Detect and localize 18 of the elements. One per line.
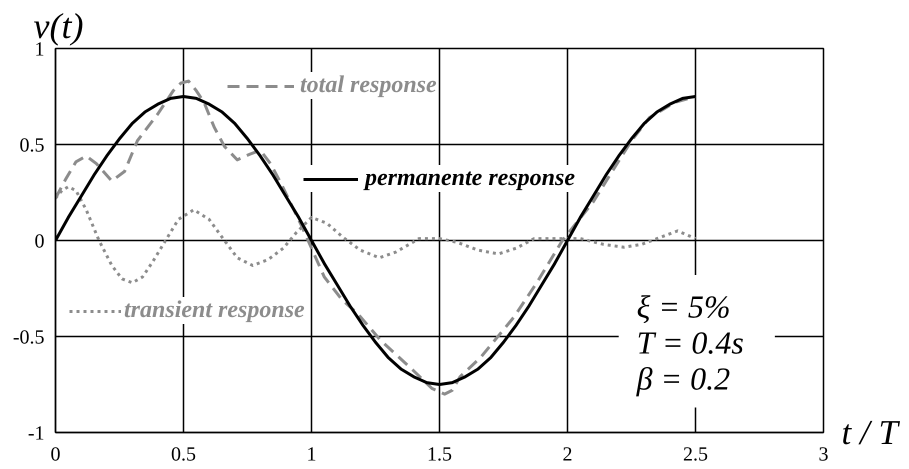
x-tick-label: 2.5 [683, 444, 708, 466]
x-axis-title: t / T [842, 413, 900, 452]
x-tick-label: 1.5 [427, 444, 452, 466]
x-tick-label: 2 [562, 444, 572, 466]
annotation: β = 0.2 [636, 360, 730, 397]
legend-label: permanente response [365, 165, 575, 192]
annotation: ξ = 5% [636, 288, 731, 325]
legend-label: transient response [124, 297, 305, 324]
y-tick-label: 0 [34, 230, 44, 252]
y-tick-label: -1 [28, 422, 45, 444]
y-tick-label: 0.5 [20, 134, 44, 156]
legend-label: total response [300, 72, 437, 99]
x-tick-label: 0.5 [171, 444, 196, 466]
y-tick-label: -0.5 [12, 326, 45, 348]
x-tick-label: 3 [818, 444, 828, 466]
annotation: T = 0.4s [636, 324, 744, 360]
x-tick-label: 1 [306, 444, 316, 466]
x-tick-label: 0 [50, 444, 60, 466]
